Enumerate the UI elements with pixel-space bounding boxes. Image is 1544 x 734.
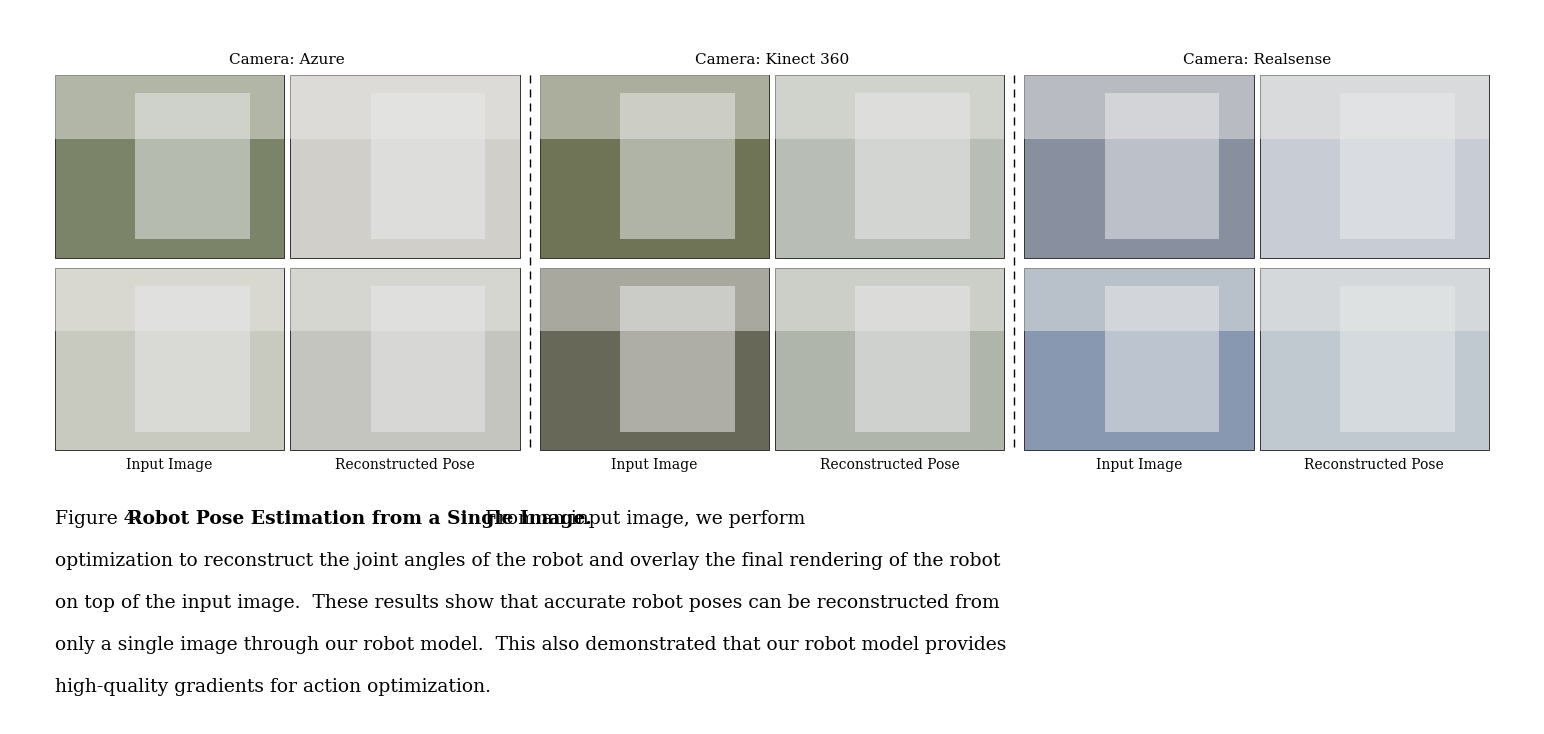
Text: Camera: Azure: Camera: Azure — [230, 53, 346, 67]
Text: Camera: Realsense: Camera: Realsense — [1183, 53, 1331, 67]
Bar — [56, 267, 284, 331]
Bar — [56, 75, 284, 258]
Bar — [540, 267, 769, 450]
Bar — [1260, 267, 1488, 331]
Text: Figure 4:: Figure 4: — [56, 510, 161, 528]
Bar — [290, 267, 520, 450]
Text: Reconstructed Pose: Reconstructed Pose — [1305, 458, 1444, 472]
Bar — [56, 75, 284, 139]
Bar — [775, 267, 1004, 331]
Bar — [1340, 286, 1454, 432]
Text: Reconstructed Pose: Reconstructed Pose — [820, 458, 959, 472]
Bar — [371, 286, 485, 432]
Text: Robot Pose Estimation from a Single Image.: Robot Pose Estimation from a Single Imag… — [127, 510, 591, 528]
Text: on top of the input image.  These results show that accurate robot poses can be : on top of the input image. These results… — [56, 594, 999, 612]
Bar — [540, 267, 769, 331]
Bar — [1024, 75, 1254, 139]
Bar — [1104, 286, 1220, 432]
Bar — [56, 267, 284, 450]
Text: Input Image: Input Image — [1096, 458, 1183, 472]
Bar — [621, 286, 735, 432]
Bar — [136, 286, 250, 432]
Bar — [136, 93, 250, 239]
Bar — [1104, 93, 1220, 239]
Bar — [775, 75, 1004, 139]
Bar — [540, 75, 769, 258]
Bar — [1260, 75, 1488, 258]
Bar — [1260, 75, 1488, 139]
Bar — [1024, 267, 1254, 450]
Text: Input Image: Input Image — [127, 458, 213, 472]
Bar — [290, 75, 520, 139]
Bar — [775, 267, 1004, 450]
Text: Input Image: Input Image — [611, 458, 698, 472]
Bar — [1024, 267, 1254, 331]
Bar — [540, 75, 769, 139]
Bar — [855, 93, 970, 239]
Text: high-quality gradients for action optimization.: high-quality gradients for action optimi… — [56, 678, 491, 696]
Text: Reconstructed Pose: Reconstructed Pose — [335, 458, 476, 472]
Bar — [1024, 75, 1254, 258]
Bar — [290, 267, 520, 331]
Bar — [855, 286, 970, 432]
Text: only a single image through our robot model.  This also demonstrated that our ro: only a single image through our robot mo… — [56, 636, 1007, 654]
Bar — [1260, 267, 1488, 450]
Bar — [371, 93, 485, 239]
Text: Camera: Kinect 360: Camera: Kinect 360 — [695, 53, 849, 67]
Bar — [290, 75, 520, 258]
Text: From an input image, we perform: From an input image, we perform — [466, 510, 806, 528]
Text: optimization to reconstruct the joint angles of the robot and overlay the final : optimization to reconstruct the joint an… — [56, 552, 1001, 570]
Bar — [775, 75, 1004, 258]
Bar — [1340, 93, 1454, 239]
Bar — [621, 93, 735, 239]
